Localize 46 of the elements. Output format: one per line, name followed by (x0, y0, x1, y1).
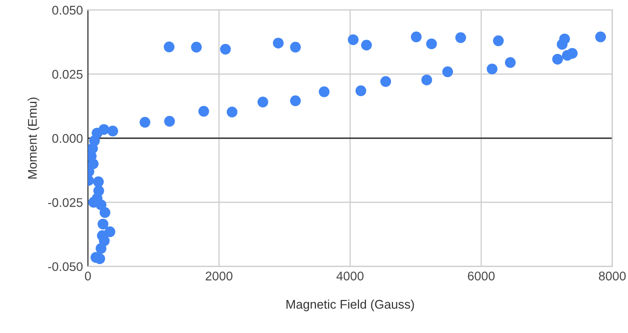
y-axis-title: Moment (Emu) (28, 98, 40, 178)
y-tick-label: 0.025 (52, 70, 83, 79)
point (410, 32, 422, 42)
point (164, 116, 175, 127)
x-tick-label: 4000 (336, 272, 364, 280)
point (220, 44, 231, 55)
point (290, 42, 301, 53)
point (493, 35, 504, 46)
point (556, 38, 568, 50)
y-tick-label: -0.025 (48, 198, 83, 207)
point (140, 116, 150, 128)
x-tick-label: 8000 (598, 272, 626, 280)
point (455, 32, 466, 44)
point (93, 176, 104, 188)
point (361, 40, 372, 50)
point (226, 106, 238, 118)
point (272, 38, 284, 48)
y-tick-label: 0.050 (52, 6, 83, 15)
x-tick-label: 2000 (206, 272, 232, 280)
point (426, 38, 437, 50)
point (552, 54, 563, 65)
point (107, 126, 118, 136)
point (504, 57, 516, 68)
point (348, 34, 359, 46)
y-tick-label: -0.050 (48, 262, 83, 272)
x-axis-title: Magnetic Field (Gauss) (286, 300, 414, 312)
point (98, 218, 108, 230)
point (100, 207, 110, 218)
point (96, 243, 106, 254)
point (290, 95, 301, 106)
point (442, 66, 454, 78)
point (595, 32, 606, 42)
point (198, 106, 210, 117)
point (191, 42, 202, 53)
point (380, 76, 392, 87)
point (421, 74, 432, 86)
x-tick-label: 0 (84, 272, 91, 280)
point (566, 48, 578, 59)
x-tick-label: 6000 (468, 272, 495, 280)
point (88, 158, 99, 170)
point (355, 85, 366, 96)
y-tick-label: 0.000 (52, 134, 83, 143)
point (257, 96, 268, 108)
point (318, 86, 330, 98)
point (164, 42, 175, 52)
point (486, 64, 498, 74)
